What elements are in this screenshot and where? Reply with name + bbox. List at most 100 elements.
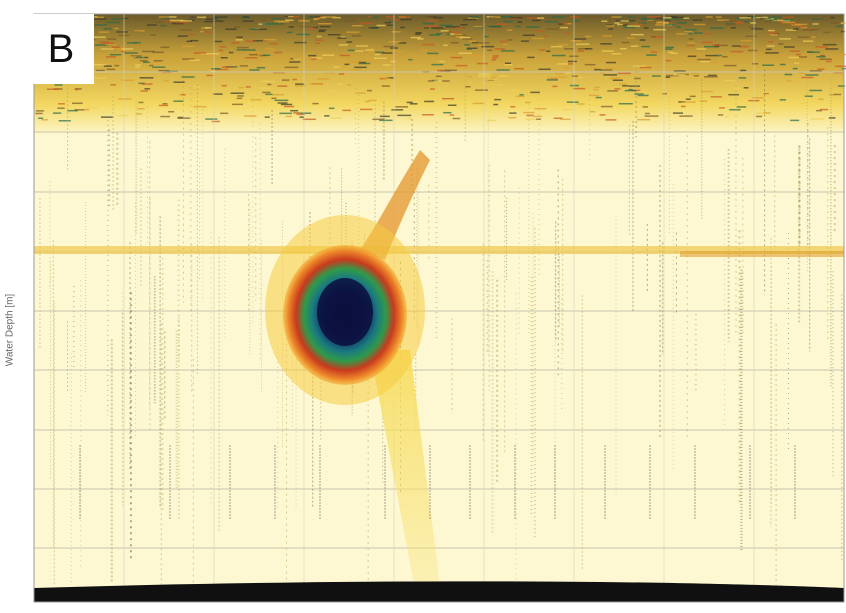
surface-speckle xyxy=(638,22,647,25)
surface-speckle xyxy=(684,30,693,33)
surface-speckle xyxy=(515,25,521,28)
surface-speckle xyxy=(701,90,714,93)
lower-plume xyxy=(370,350,440,590)
surface-speckle xyxy=(379,115,390,118)
surface-speckle xyxy=(679,115,693,117)
surface-speckle xyxy=(608,28,614,30)
surface-speckle xyxy=(537,17,545,19)
surface-speckle xyxy=(285,115,292,118)
surface-speckle xyxy=(785,29,797,31)
surface-speckle xyxy=(366,89,372,92)
surface-speckle xyxy=(130,56,136,58)
surface-speckle xyxy=(483,35,489,38)
surface-speckle xyxy=(473,26,484,29)
surface-speckle xyxy=(236,97,243,100)
surface-speckle xyxy=(74,109,85,111)
surface-speckle xyxy=(175,21,189,24)
surface-speckle xyxy=(603,74,618,76)
surface-speckle xyxy=(163,79,169,82)
surface-speckle xyxy=(235,39,243,41)
surface-speckle xyxy=(314,42,320,45)
surface-speckle xyxy=(508,116,517,119)
surface-speckle xyxy=(351,35,362,37)
surface-speckle xyxy=(294,85,306,87)
surface-speckle xyxy=(214,40,223,43)
surface-speckle xyxy=(655,24,665,26)
surface-speckle xyxy=(725,23,737,26)
surface-speckle xyxy=(496,69,510,71)
surface-speckle xyxy=(397,114,412,117)
surface-speckle xyxy=(750,22,756,24)
surface-speckle xyxy=(111,18,123,20)
surface-speckle xyxy=(379,77,387,80)
surface-speckle xyxy=(269,42,279,45)
surface-speckle xyxy=(360,108,373,111)
surface-speckle xyxy=(778,20,784,23)
surface-speckle xyxy=(369,48,374,50)
surface-speckle xyxy=(348,17,357,20)
surface-speckle xyxy=(417,27,423,30)
surface-speckle xyxy=(662,17,672,19)
surface-speckle xyxy=(730,27,736,29)
surface-speckle xyxy=(167,94,182,96)
surface-speckle xyxy=(373,57,387,60)
surface-speckle xyxy=(150,34,157,36)
surface-speckle xyxy=(487,119,496,122)
surface-speckle xyxy=(798,56,808,58)
surface-speckle xyxy=(114,47,122,50)
surface-speckle xyxy=(492,55,499,57)
surface-speckle xyxy=(796,53,801,56)
surface-speckle xyxy=(602,35,613,37)
surface-speckle xyxy=(618,102,633,105)
surface-speckle xyxy=(530,91,540,94)
surface-speckle xyxy=(424,27,429,29)
surface-speckle xyxy=(142,61,150,64)
surface-speckle xyxy=(93,36,106,38)
surface-speckle xyxy=(675,26,681,28)
surface-speckle xyxy=(724,79,737,82)
surface-speckle xyxy=(322,16,337,18)
surface-speckle xyxy=(375,51,385,54)
surface-speckle xyxy=(807,51,820,54)
surface-speckle xyxy=(766,45,775,47)
surface-speckle xyxy=(253,28,267,31)
surface-speckle xyxy=(696,48,707,50)
surface-speckle xyxy=(745,35,757,38)
surface-speckle xyxy=(424,100,435,103)
surface-speckle xyxy=(237,46,249,49)
surface-speckle xyxy=(38,117,44,119)
surface-speckle xyxy=(738,45,749,48)
surface-speckle xyxy=(611,53,622,55)
surface-speckle xyxy=(399,16,411,18)
surface-speckle xyxy=(522,34,535,37)
surface-speckle xyxy=(606,24,613,26)
surface-speckle xyxy=(242,20,254,22)
surface-speckle xyxy=(239,65,249,67)
surface-speckle xyxy=(820,54,825,57)
surface-speckle xyxy=(35,112,43,115)
surface-speckle xyxy=(703,45,715,48)
surface-speckle xyxy=(468,40,477,43)
surface-speckle xyxy=(440,30,449,32)
surface-speckle xyxy=(788,56,800,59)
surface-speckle xyxy=(800,26,807,29)
y-axis-label: Water Depth [m] xyxy=(4,293,16,367)
surface-speckle xyxy=(196,16,207,19)
surface-speckle xyxy=(622,26,636,29)
echo-core xyxy=(317,278,373,346)
surface-speckle xyxy=(348,61,362,64)
surface-speckle xyxy=(487,25,501,28)
surface-speckle xyxy=(427,52,439,55)
surface-speckle xyxy=(406,101,413,104)
surface-speckle xyxy=(477,44,483,47)
surface-speckle xyxy=(728,93,739,96)
surface-speckle xyxy=(607,90,618,92)
surface-speckle xyxy=(816,56,826,58)
surface-speckle xyxy=(272,57,285,60)
surface-speckle xyxy=(449,114,455,116)
surface-speckle xyxy=(221,66,234,68)
surface-speckle xyxy=(626,25,641,27)
surface-speckle xyxy=(786,79,792,82)
surface-speckle xyxy=(409,103,418,105)
surface-speckle xyxy=(41,119,48,121)
